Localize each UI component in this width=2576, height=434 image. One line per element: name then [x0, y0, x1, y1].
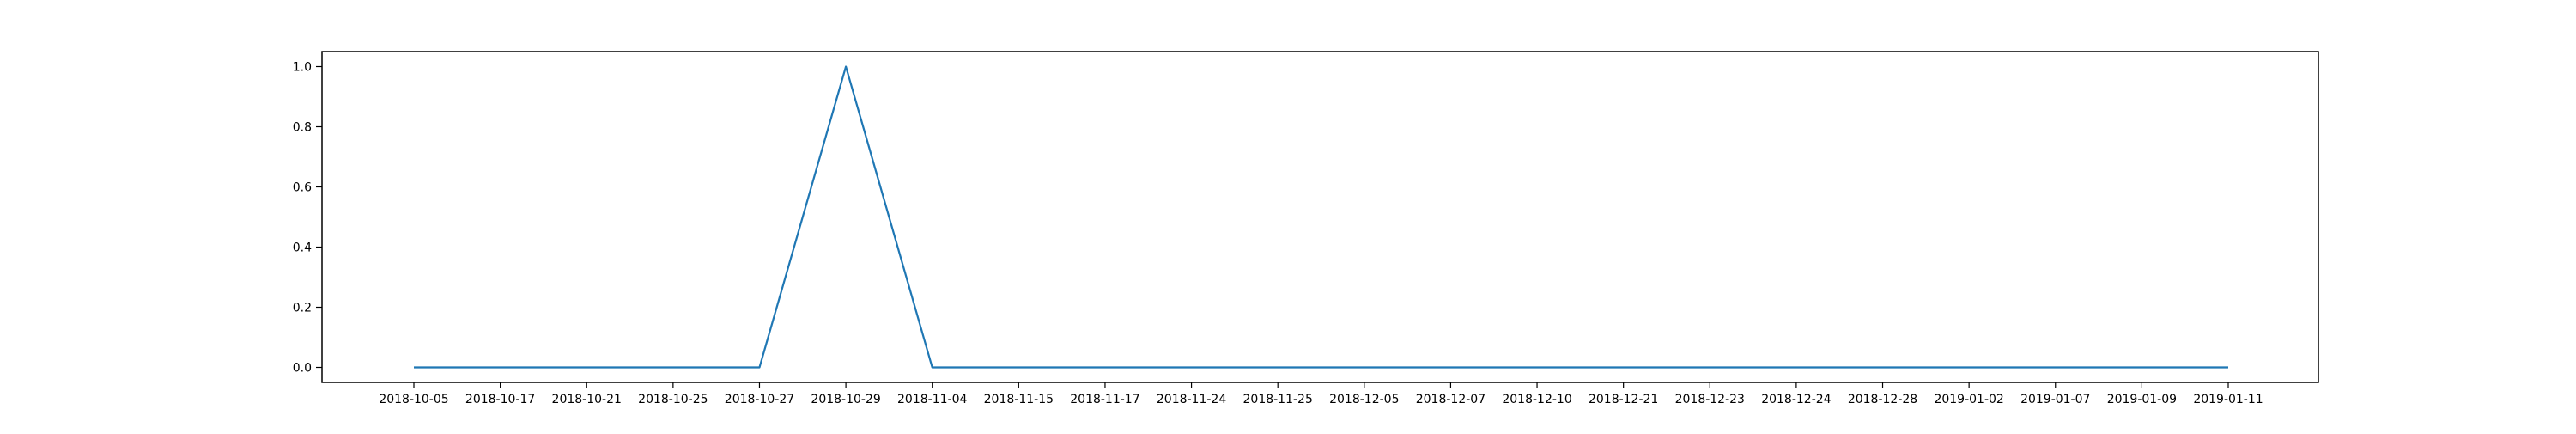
- x-axis-ticks: 2018-10-05 2018-10-17 2018-10-21 2018-10-25…: [379, 382, 2263, 406]
- x-tick-label: 2018-11-17: [1070, 393, 1139, 406]
- series-layer: [414, 65, 2228, 369]
- x-tick-label: 2019-01-11: [2193, 393, 2263, 406]
- x-tick-label: 2018-11-15: [984, 393, 1054, 406]
- x-tick-label: 2018-11-24: [1157, 393, 1226, 406]
- x-tick-label: 2018-10-17: [465, 393, 535, 406]
- x-tick-label: 2018-10-21: [552, 393, 622, 406]
- y-tick-label: 0.0: [293, 362, 312, 376]
- y-tick-label: 1.0: [293, 61, 312, 75]
- y-axis-ticks: 0.0 0.2 0.4 0.6 0.8 1.0: [293, 61, 322, 376]
- x-tick-label: 2019-01-09: [2107, 393, 2177, 406]
- x-tick-label: 2018-12-10: [1502, 393, 1571, 406]
- x-tick-label: 2018-12-23: [1675, 393, 1745, 406]
- y-tick-label: 0.4: [293, 241, 312, 255]
- x-tick-label: 2018-10-25: [638, 393, 708, 406]
- x-tick-label: 2018-12-07: [1416, 393, 1485, 406]
- y-tick-label: 0.6: [293, 181, 312, 195]
- x-tick-label: 2019-01-07: [2020, 393, 2090, 406]
- x-tick-label: 2018-11-04: [897, 393, 967, 406]
- y-tick-label: 0.2: [293, 302, 312, 315]
- x-tick-label: 2018-12-05: [1329, 393, 1399, 406]
- x-tick-label: 2018-12-28: [1848, 393, 1917, 406]
- series-line: [414, 65, 2228, 369]
- plot-area-frame: [321, 51, 2319, 383]
- x-tick-label: 2018-11-25: [1243, 393, 1313, 406]
- x-tick-label: 2018-12-24: [1761, 393, 1831, 406]
- x-tick-label: 2018-10-29: [811, 393, 880, 406]
- x-tick-label: 2018-10-27: [725, 393, 794, 406]
- x-tick-label: 2018-10-05: [379, 393, 448, 406]
- x-tick-label: 2019-01-02: [1934, 393, 2003, 406]
- y-tick-label: 0.8: [293, 121, 312, 135]
- x-tick-label: 2018-12-21: [1589, 393, 1658, 406]
